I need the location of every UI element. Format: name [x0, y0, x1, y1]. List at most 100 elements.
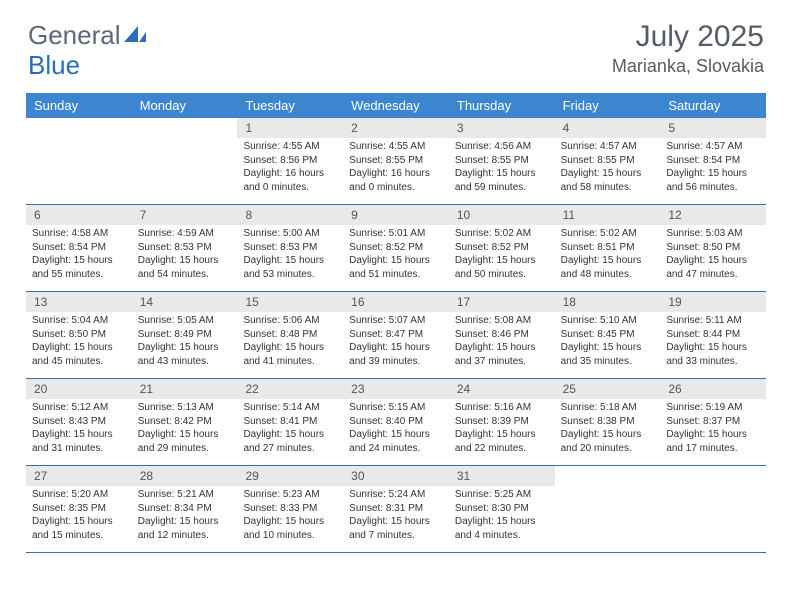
- day-details: Sunrise: 5:14 AMSunset: 8:41 PMDaylight:…: [237, 399, 343, 461]
- daylight-text: Daylight: 15 hours and 35 minutes.: [561, 341, 655, 368]
- page-header: General July 2025 Marianka, Slovakia: [0, 0, 792, 85]
- day-details: Sunrise: 5:25 AMSunset: 8:30 PMDaylight:…: [449, 486, 555, 548]
- sunset-text: Sunset: 8:39 PM: [455, 415, 549, 429]
- day-number: 6: [26, 205, 132, 225]
- daylight-text: Daylight: 15 hours and 41 minutes.: [243, 341, 337, 368]
- day-cell: 11Sunrise: 5:02 AMSunset: 8:51 PMDayligh…: [555, 205, 661, 291]
- daylight-text: Daylight: 15 hours and 4 minutes.: [455, 515, 549, 542]
- sunrise-text: Sunrise: 5:07 AM: [349, 314, 443, 328]
- daylight-text: Daylight: 15 hours and 48 minutes.: [561, 254, 655, 281]
- day-number: 17: [449, 292, 555, 312]
- sunrise-text: Sunrise: 4:55 AM: [349, 140, 443, 154]
- day-cell: 1Sunrise: 4:55 AMSunset: 8:56 PMDaylight…: [237, 118, 343, 204]
- day-details: Sunrise: 5:03 AMSunset: 8:50 PMDaylight:…: [660, 225, 766, 287]
- daylight-text: Daylight: 15 hours and 56 minutes.: [666, 167, 760, 194]
- sunset-text: Sunset: 8:53 PM: [243, 241, 337, 255]
- daylight-text: Daylight: 15 hours and 58 minutes.: [561, 167, 655, 194]
- day-header: Friday: [555, 93, 661, 118]
- day-number: 28: [132, 466, 238, 486]
- sunset-text: Sunset: 8:53 PM: [138, 241, 232, 255]
- daylight-text: Daylight: 15 hours and 7 minutes.: [349, 515, 443, 542]
- sunrise-text: Sunrise: 5:06 AM: [243, 314, 337, 328]
- day-cell: 13Sunrise: 5:04 AMSunset: 8:50 PMDayligh…: [26, 292, 132, 378]
- day-cell: 17 Sunrise: 5:08 AMSunset: 8:46 PMDayligh…: [449, 292, 555, 378]
- day-number: 20: [26, 379, 132, 399]
- day-cell: 6Sunrise: 4:58 AMSunset: 8:54 PMDaylight…: [26, 205, 132, 291]
- calendar-week: 20Sunrise: 5:12 AMSunset: 8:43 PMDayligh…: [26, 379, 766, 466]
- sunset-text: Sunset: 8:50 PM: [32, 328, 126, 342]
- day-details: Sunrise: 5:04 AMSunset: 8:50 PMDaylight:…: [26, 312, 132, 374]
- daylight-text: Daylight: 15 hours and 37 minutes.: [455, 341, 549, 368]
- day-cell: 16Sunrise: 5:07 AMSunset: 8:47 PMDayligh…: [343, 292, 449, 378]
- sunset-text: Sunset: 8:38 PM: [561, 415, 655, 429]
- brand-part2: Blue: [28, 50, 80, 81]
- sunset-text: Sunset: 8:42 PM: [138, 415, 232, 429]
- day-details: Sunrise: 4:57 AMSunset: 8:55 PMDaylight:…: [555, 138, 661, 200]
- day-header: Thursday: [449, 93, 555, 118]
- sunrise-text: Sunrise: 5:13 AM: [138, 401, 232, 415]
- sunrise-text: Sunrise: 5:16 AM: [455, 401, 549, 415]
- sunrise-text: Sunrise: 4:58 AM: [32, 227, 126, 241]
- day-details: Sunrise: 5:23 AMSunset: 8:33 PMDaylight:…: [237, 486, 343, 548]
- day-cell: 23Sunrise: 5:15 AMSunset: 8:40 PMDayligh…: [343, 379, 449, 465]
- sunrise-text: Sunrise: 5:02 AM: [455, 227, 549, 241]
- sunset-text: Sunset: 8:40 PM: [349, 415, 443, 429]
- month-title: July 2025: [612, 20, 764, 54]
- day-number: 3: [449, 118, 555, 138]
- sunrise-text: Sunrise: 5:11 AM: [666, 314, 760, 328]
- sunrise-text: Sunrise: 5:15 AM: [349, 401, 443, 415]
- daylight-text: Daylight: 15 hours and 17 minutes.: [666, 428, 760, 455]
- day-number: 25: [555, 379, 661, 399]
- daylight-text: Daylight: 15 hours and 45 minutes.: [32, 341, 126, 368]
- day-number: 5: [660, 118, 766, 138]
- daylight-text: Daylight: 15 hours and 54 minutes.: [138, 254, 232, 281]
- day-cell: 4Sunrise: 4:57 AMSunset: 8:55 PMDaylight…: [555, 118, 661, 204]
- daylight-text: Daylight: 16 hours and 0 minutes.: [243, 167, 337, 194]
- sunrise-text: Sunrise: 5:00 AM: [243, 227, 337, 241]
- calendar-week: 13Sunrise: 5:04 AMSunset: 8:50 PMDayligh…: [26, 292, 766, 379]
- day-number: 27: [26, 466, 132, 486]
- day-number: 9: [343, 205, 449, 225]
- day-cell: 20Sunrise: 5:12 AMSunset: 8:43 PMDayligh…: [26, 379, 132, 465]
- daylight-text: Daylight: 15 hours and 27 minutes.: [243, 428, 337, 455]
- day-cell: [660, 466, 766, 552]
- daylight-text: Daylight: 15 hours and 15 minutes.: [32, 515, 126, 542]
- day-cell: [132, 118, 238, 204]
- day-number: 24: [449, 379, 555, 399]
- day-cell: 30Sunrise: 5:24 AMSunset: 8:31 PMDayligh…: [343, 466, 449, 552]
- day-details: Sunrise: 5:02 AMSunset: 8:51 PMDaylight:…: [555, 225, 661, 287]
- day-details: Sunrise: 5:01 AMSunset: 8:52 PMDaylight:…: [343, 225, 449, 287]
- day-cell: 22Sunrise: 5:14 AMSunset: 8:41 PMDayligh…: [237, 379, 343, 465]
- sunset-text: Sunset: 8:33 PM: [243, 502, 337, 516]
- sunset-text: Sunset: 8:55 PM: [561, 154, 655, 168]
- location-label: Marianka, Slovakia: [612, 56, 764, 77]
- day-number: 13: [26, 292, 132, 312]
- sunset-text: Sunset: 8:55 PM: [349, 154, 443, 168]
- sunrise-text: Sunrise: 5:08 AM: [455, 314, 549, 328]
- day-cell: 21Sunrise: 5:13 AMSunset: 8:42 PMDayligh…: [132, 379, 238, 465]
- sunrise-text: Sunrise: 4:56 AM: [455, 140, 549, 154]
- sunset-text: Sunset: 8:55 PM: [455, 154, 549, 168]
- day-details: Sunrise: 5:02 AMSunset: 8:52 PMDaylight:…: [449, 225, 555, 287]
- daylight-text: Daylight: 15 hours and 31 minutes.: [32, 428, 126, 455]
- sunrise-text: Sunrise: 5:25 AM: [455, 488, 549, 502]
- day-number: 16: [343, 292, 449, 312]
- day-cell: 15Sunrise: 5:06 AMSunset: 8:48 PMDayligh…: [237, 292, 343, 378]
- day-details: Sunrise: 5:10 AMSunset: 8:45 PMDaylight:…: [555, 312, 661, 374]
- sunset-text: Sunset: 8:34 PM: [138, 502, 232, 516]
- daylight-text: Daylight: 15 hours and 43 minutes.: [138, 341, 232, 368]
- day-number: 18: [555, 292, 661, 312]
- sunset-text: Sunset: 8:35 PM: [32, 502, 126, 516]
- day-cell: 9Sunrise: 5:01 AMSunset: 8:52 PMDaylight…: [343, 205, 449, 291]
- calendar-week: 6Sunrise: 4:58 AMSunset: 8:54 PMDaylight…: [26, 205, 766, 292]
- day-details: Sunrise: 5:05 AMSunset: 8:49 PMDaylight:…: [132, 312, 238, 374]
- day-details: Sunrise: 4:56 AMSunset: 8:55 PMDaylight:…: [449, 138, 555, 200]
- sunset-text: Sunset: 8:47 PM: [349, 328, 443, 342]
- sunset-text: Sunset: 8:46 PM: [455, 328, 549, 342]
- day-header: Wednesday: [343, 93, 449, 118]
- day-cell: 8Sunrise: 5:00 AMSunset: 8:53 PMDaylight…: [237, 205, 343, 291]
- day-number: 30: [343, 466, 449, 486]
- daylight-text: Daylight: 15 hours and 29 minutes.: [138, 428, 232, 455]
- sunrise-text: Sunrise: 5:05 AM: [138, 314, 232, 328]
- sunrise-text: Sunrise: 5:23 AM: [243, 488, 337, 502]
